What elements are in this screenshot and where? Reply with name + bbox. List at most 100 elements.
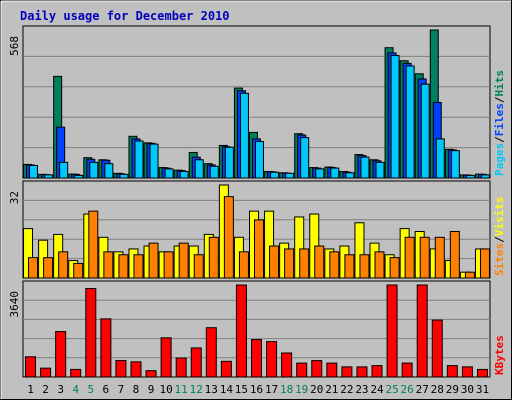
bar-kbytes-day-14 <box>220 360 232 378</box>
bar-pages-day-27 <box>420 83 430 179</box>
panel-hits-files-pages-ymax-label: 568 <box>8 36 21 56</box>
bar-sites-day-22 <box>344 254 355 279</box>
bar-kbytes-day-26 <box>401 362 413 378</box>
bar-pages-day-22 <box>345 172 355 179</box>
bar-sites-day-30 <box>464 271 475 279</box>
bar-sites-day-25 <box>389 257 400 279</box>
bar-pages-day-25 <box>390 55 400 179</box>
bar-kbytes-day-2 <box>40 367 52 378</box>
bar-pages-day-13 <box>209 165 219 179</box>
legend-item-: / <box>493 236 506 243</box>
bar-pages-day-8 <box>134 140 144 179</box>
bar-sites-day-3 <box>58 251 69 279</box>
x-tick-label-day-29: 29 <box>446 383 459 396</box>
bar-kbytes-day-29 <box>446 365 458 378</box>
bar-kbytes-day-17 <box>266 341 278 378</box>
x-tick-label-day-22: 22 <box>340 383 353 396</box>
bar-sites-day-19 <box>299 248 310 279</box>
legend-item-kbytes: KBytes <box>493 335 506 375</box>
bar-kbytes-day-28 <box>431 319 443 378</box>
bar-sites-day-27 <box>419 236 430 279</box>
bar-sites-day-31 <box>479 248 490 279</box>
bar-pages-day-15 <box>239 92 249 179</box>
bar-pages-day-21 <box>330 167 340 179</box>
bar-pages-day-14 <box>224 146 234 179</box>
bar-kbytes-day-12 <box>190 347 202 378</box>
bar-sites-day-28 <box>434 236 445 279</box>
x-tick-label-day-7: 7 <box>118 383 125 396</box>
bar-pages-day-1 <box>29 164 39 179</box>
bar-pages-day-5 <box>89 161 99 179</box>
bar-kbytes-day-25 <box>386 284 398 378</box>
bar-pages-day-18 <box>285 172 295 179</box>
bar-sites-day-20 <box>314 245 325 279</box>
bar-sites-day-4 <box>73 262 84 279</box>
bar-kbytes-day-16 <box>251 339 262 378</box>
bar-sites-day-16 <box>254 219 264 279</box>
bar-pages-day-24 <box>375 161 385 179</box>
x-tick-label-day-4: 4 <box>72 383 79 396</box>
bar-kbytes-day-5 <box>85 288 97 378</box>
legend-item-: / <box>493 96 506 103</box>
x-tick-label-day-16: 16 <box>250 383 263 396</box>
bar-pages-day-3 <box>59 161 69 179</box>
bar-sites-day-29 <box>449 231 460 279</box>
x-tick-label-day-26: 26 <box>401 383 414 396</box>
x-tick-label-day-19: 19 <box>295 383 308 396</box>
bar-kbytes-day-21 <box>326 362 338 378</box>
x-tick-label-day-15: 15 <box>235 383 248 396</box>
x-tick-label-day-23: 23 <box>355 383 368 396</box>
bar-pages-day-30 <box>465 174 475 179</box>
bar-sites-day-1 <box>28 257 39 279</box>
bar-kbytes-day-30 <box>461 366 473 378</box>
bar-kbytes-day-1 <box>25 356 37 378</box>
bar-pages-day-10 <box>164 168 174 179</box>
x-tick-label-day-31: 31 <box>476 383 489 396</box>
bar-pages-day-20 <box>315 168 325 179</box>
bar-kbytes-day-19 <box>296 362 308 378</box>
chart-title: Daily usage for December 2010 <box>20 9 230 23</box>
x-tick-label-day-21: 21 <box>325 383 338 396</box>
bar-kbytes-day-13 <box>205 327 217 378</box>
bar-pages-day-7 <box>119 173 129 179</box>
bar-pages-day-4 <box>74 174 84 179</box>
bar-kbytes-day-10 <box>160 337 172 378</box>
x-tick-label-day-20: 20 <box>310 383 323 396</box>
bar-pages-day-16 <box>255 141 264 179</box>
legend-item-hits: Hits <box>493 70 506 97</box>
bar-sites-day-11 <box>178 242 189 279</box>
bar-sites-day-2 <box>43 257 54 279</box>
bar-kbytes-day-9 <box>145 370 157 378</box>
x-tick-label-day-17: 17 <box>265 383 278 396</box>
bar-sites-day-6 <box>103 251 114 279</box>
bar-kbytes-day-24 <box>371 365 383 378</box>
x-tick-label-day-8: 8 <box>133 383 140 396</box>
bar-sites-day-26 <box>404 236 415 279</box>
bar-pages-day-31 <box>480 174 490 179</box>
legend-item-files: Files <box>493 103 506 136</box>
x-tick-label-day-27: 27 <box>416 383 429 396</box>
bar-kbytes-day-20 <box>311 360 323 378</box>
bar-sites-day-7 <box>118 254 129 279</box>
bar-pages-day-23 <box>360 156 370 179</box>
x-tick-label-day-1: 1 <box>27 383 34 396</box>
bar-pages-day-28 <box>435 138 445 179</box>
bar-kbytes-day-27 <box>416 284 428 378</box>
legend-item-: / <box>493 136 506 143</box>
bar-pages-day-26 <box>405 65 415 179</box>
bar-kbytes-day-22 <box>341 366 353 378</box>
panel-visits-sites-ymax-label: 32 <box>8 191 21 204</box>
bar-pages-day-19 <box>300 137 310 179</box>
bar-kbytes-day-31 <box>476 368 488 378</box>
legend-item-visits: Visits <box>493 197 506 237</box>
x-tick-label-day-30: 30 <box>461 383 474 396</box>
bar-kbytes-day-7 <box>115 360 127 378</box>
bar-sites-day-17 <box>269 245 280 279</box>
x-tick-label-day-13: 13 <box>205 383 218 396</box>
bar-sites-day-14 <box>223 196 234 279</box>
panel-hits-files-pages-legend: Pages/Files/Hits <box>493 70 506 176</box>
x-tick-label-day-12: 12 <box>190 383 203 396</box>
bar-pages-day-2 <box>44 174 54 179</box>
x-tick-label-day-2: 2 <box>42 383 49 396</box>
